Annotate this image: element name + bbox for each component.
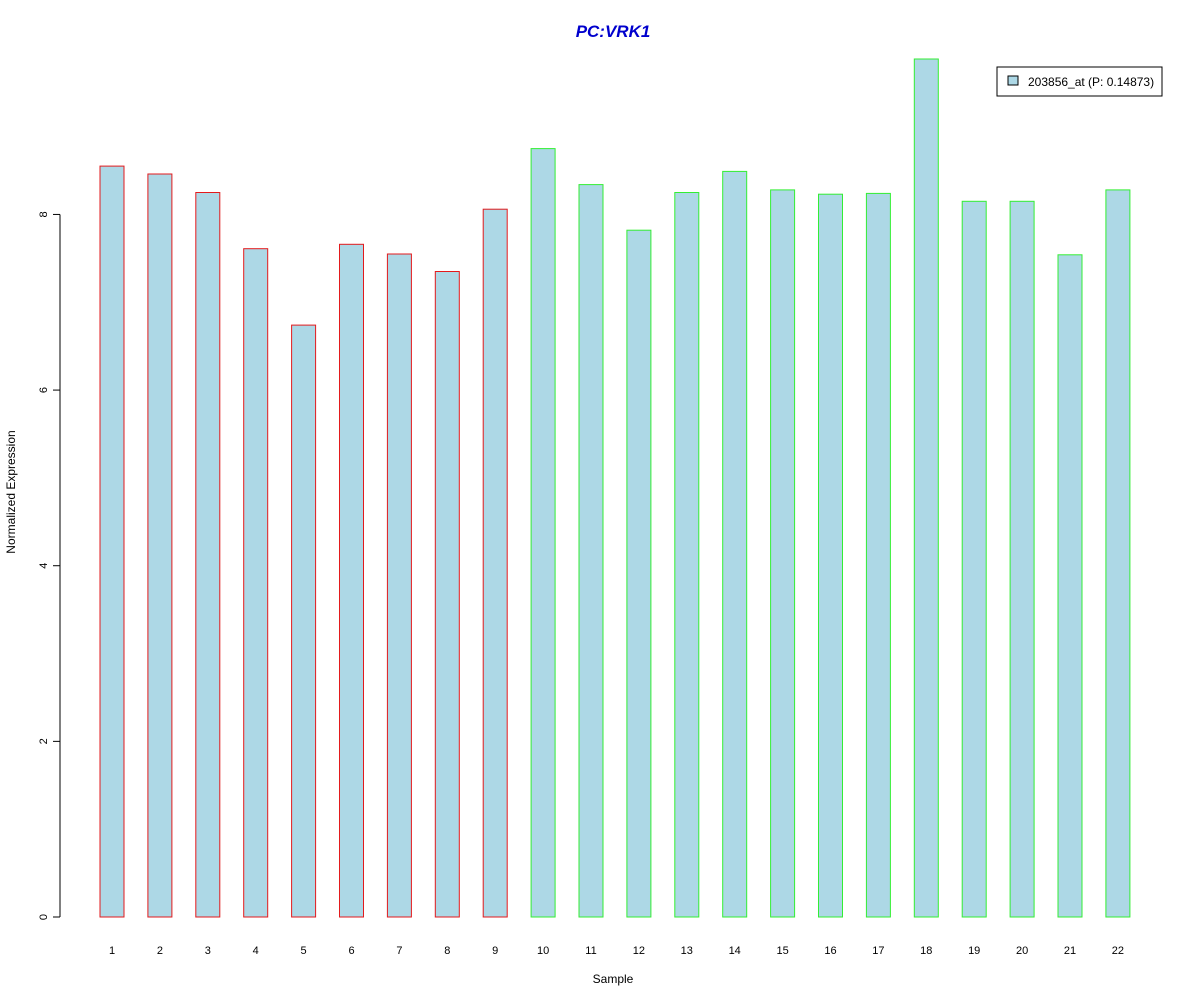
- x-tick-label: 12: [633, 945, 645, 957]
- bar-sample-8: [434, 271, 460, 918]
- x-tick-label: 7: [396, 945, 402, 957]
- bar-sample-18: [913, 58, 939, 918]
- bar-sample-19: [961, 200, 987, 918]
- bar-sample-4: [243, 248, 269, 918]
- bar-sample-9: [482, 208, 508, 918]
- x-tick-label: 16: [824, 945, 836, 957]
- bars-group: [99, 58, 1131, 918]
- x-tick-label: 3: [205, 945, 211, 957]
- x-tick-label: 21: [1064, 945, 1076, 957]
- bar-sample-17: [865, 192, 891, 918]
- x-tick-label: 5: [301, 945, 307, 957]
- x-tick-label: 13: [681, 945, 693, 957]
- bar-sample-12: [626, 229, 652, 918]
- x-tick-label: 6: [348, 945, 354, 957]
- legend-swatch: [1007, 75, 1019, 86]
- x-tick-label: 1: [109, 945, 115, 957]
- y-tick-label: 2: [38, 738, 50, 744]
- bar-sample-16: [818, 193, 843, 918]
- y-tick-label: 6: [38, 387, 50, 393]
- x-tick-label: 9: [492, 945, 498, 957]
- bar-sample-14: [722, 170, 748, 918]
- x-tick-label: 8: [444, 945, 450, 957]
- y-axis: 0 2 4 6 8: [38, 211, 61, 920]
- y-tick-label: 0: [38, 914, 50, 920]
- bar-sample-21: [1057, 254, 1083, 918]
- bar-sample-5: [291, 324, 317, 918]
- bar-sample-7: [386, 253, 412, 918]
- x-tick-label: 2: [157, 945, 163, 957]
- y-tick-label: 4: [38, 563, 50, 569]
- bar-sample-11: [578, 184, 604, 918]
- x-tick-label: 20: [1016, 945, 1028, 957]
- bar-sample-22: [1105, 189, 1131, 918]
- y-axis-label: Normalized Expression: [4, 430, 18, 553]
- x-tick-label: 17: [872, 945, 884, 957]
- legend-box: [996, 66, 1163, 97]
- chart-title: PC:VRK1: [576, 22, 651, 41]
- legend: 203856_at (P: 0.14873): [996, 66, 1163, 97]
- bar-sample-1: [99, 165, 125, 918]
- x-tick-label: 22: [1112, 945, 1124, 957]
- bar-sample-6: [339, 243, 364, 918]
- bar-sample-15: [770, 189, 796, 918]
- x-tick-label: 15: [776, 945, 788, 957]
- x-tick-label: 14: [729, 945, 741, 957]
- x-tick-labels: 1 2 3 4 5 6 7 8 9 10 11 12 13 14 15 16 17 18 19 20 21 22: [109, 945, 1124, 957]
- bar-sample-10: [530, 148, 556, 918]
- bar-sample-2: [147, 173, 173, 918]
- bar-sample-13: [674, 192, 700, 918]
- x-tick-label: 18: [920, 945, 932, 957]
- y-tick-label: 8: [38, 211, 50, 217]
- x-tick-label: 11: [585, 945, 596, 957]
- bar-sample-3: [195, 192, 221, 918]
- x-tick-label: 19: [968, 945, 980, 957]
- x-axis-label: Sample: [593, 972, 634, 986]
- x-tick-label: 10: [537, 945, 549, 957]
- legend-label: 203856_at (P: 0.14873): [1028, 75, 1154, 89]
- bar-sample-20: [1009, 200, 1035, 918]
- x-tick-label: 4: [253, 945, 259, 957]
